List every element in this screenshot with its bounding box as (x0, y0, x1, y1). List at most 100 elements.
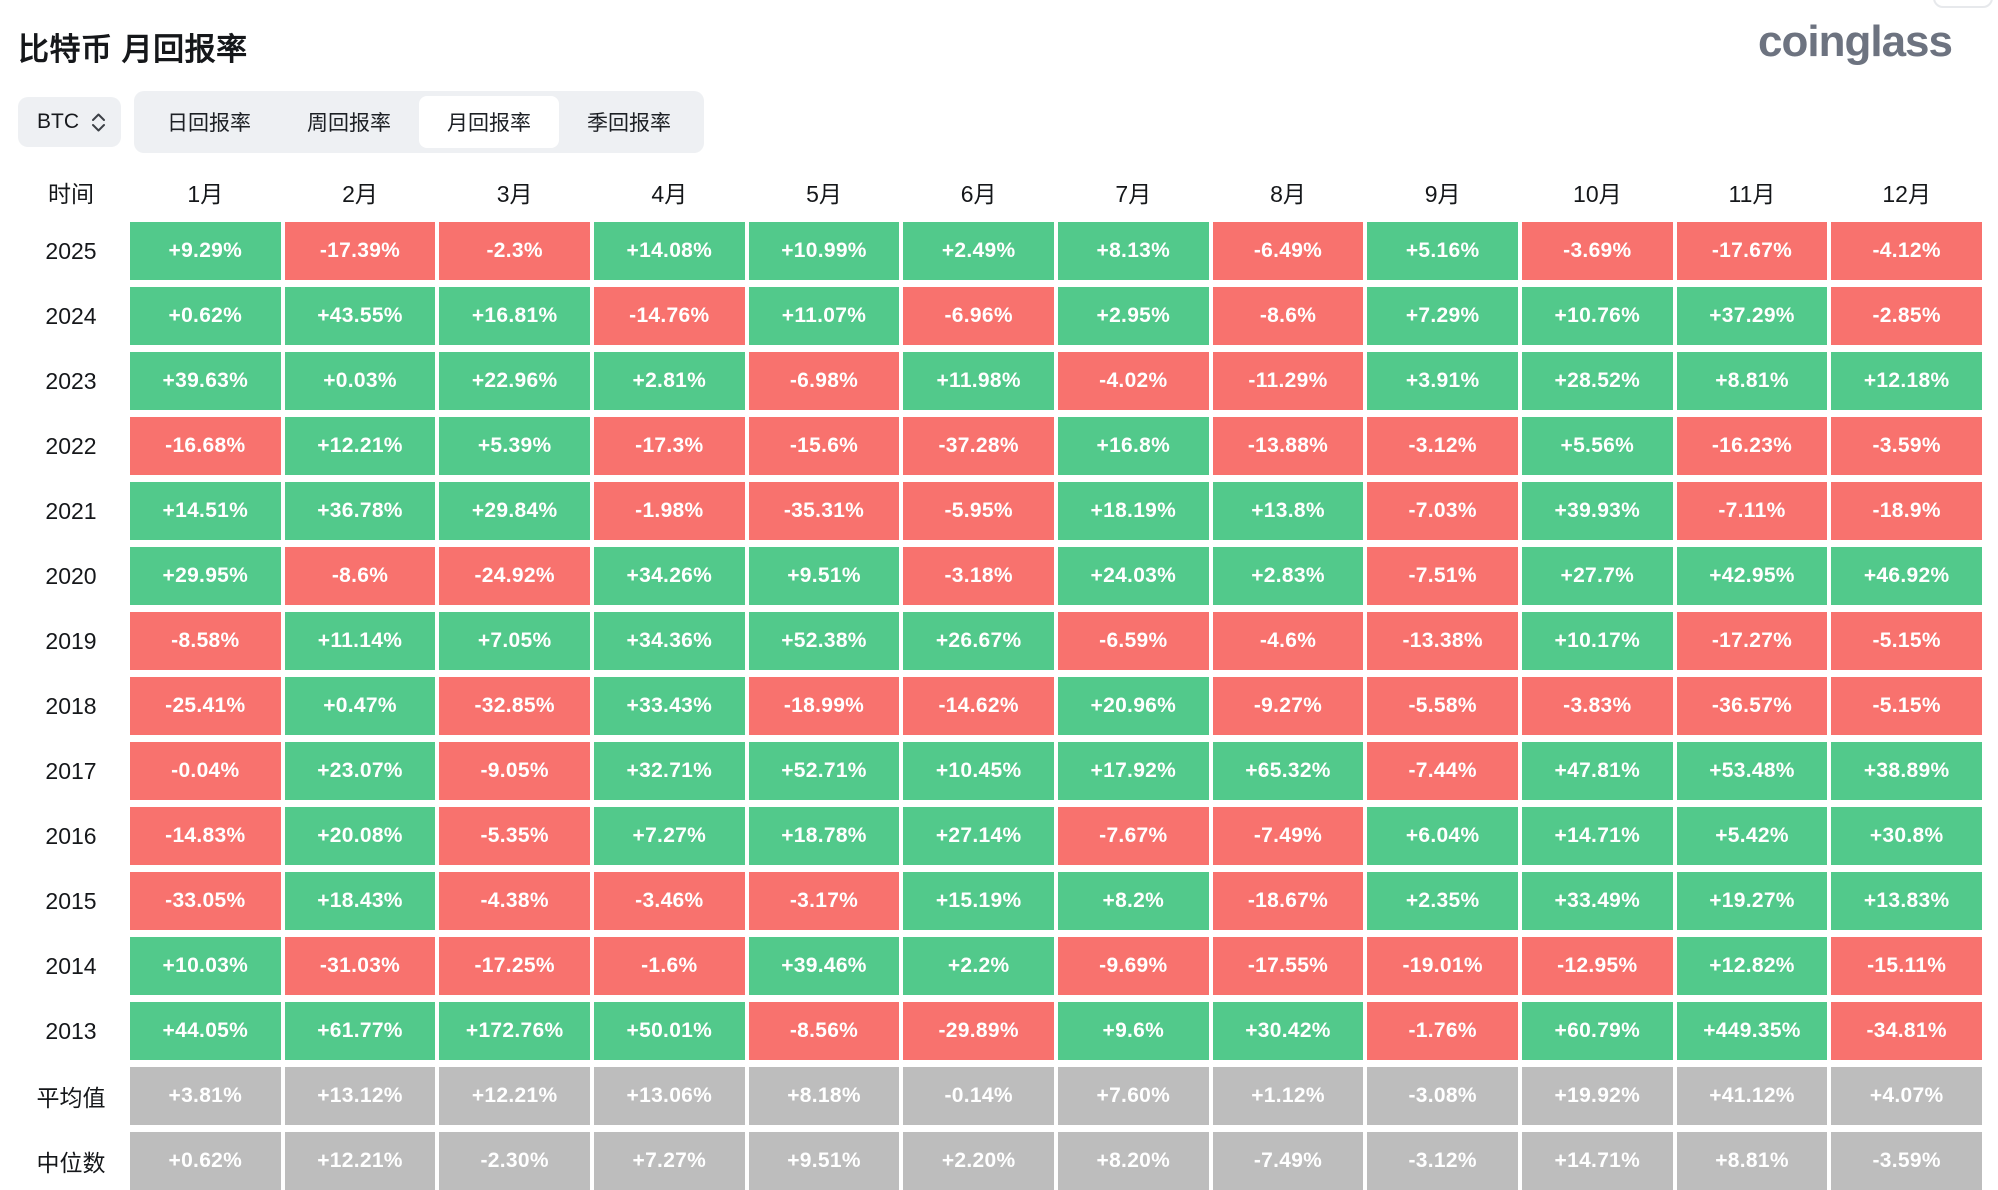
return-cell: -1.98% (594, 482, 745, 540)
return-cell: +14.51% (130, 482, 281, 540)
return-cell: +65.32% (1212, 742, 1364, 800)
return-cell: -8.6% (284, 547, 436, 605)
return-cell: -34.81% (1831, 1002, 1982, 1060)
return-cell: +20.08% (284, 807, 436, 865)
return-cell: +6.04% (1367, 807, 1518, 865)
return-cell: -5.35% (439, 807, 590, 865)
return-cell: +8.18% (748, 1067, 900, 1125)
return-cell: +19.27% (1676, 872, 1828, 930)
return-cell: -3.17% (748, 872, 900, 930)
return-cell: -25.41% (130, 677, 281, 735)
return-cell: +36.78% (284, 482, 436, 540)
return-cell: +5.16% (1367, 222, 1518, 280)
row-label: 中位数 (36, 1150, 106, 1176)
return-cell: +60.79% (1522, 1002, 1673, 1060)
return-cell: -31.03% (284, 937, 436, 995)
return-cell: +50.01% (594, 1002, 745, 1060)
return-cell: -17.55% (1212, 937, 1364, 995)
coin-select[interactable]: BTC (18, 97, 121, 147)
return-cell: +7.27% (594, 1132, 745, 1190)
return-cell: +53.48% (1676, 742, 1828, 800)
return-cell: -6.98% (748, 352, 900, 410)
month-column-header: 6月 (960, 181, 997, 207)
return-cell: +13.8% (1212, 482, 1364, 540)
return-cell: -18.99% (748, 677, 900, 735)
return-cell: -2.85% (1831, 287, 1982, 345)
return-cell: +47.81% (1522, 742, 1673, 800)
return-cell: +27.14% (903, 807, 1054, 865)
tab-2-active[interactable]: 月回报率 (419, 96, 559, 148)
return-cell: +9.6% (1058, 1002, 1209, 1060)
return-cell: +33.49% (1522, 872, 1673, 930)
return-cell: +2.20% (903, 1132, 1054, 1190)
return-cell: -3.59% (1831, 1132, 1982, 1190)
return-cell: -7.67% (1058, 807, 1209, 865)
return-cell: -0.04% (130, 742, 281, 800)
return-cell: +7.27% (594, 807, 745, 865)
return-cell: +4.07% (1831, 1067, 1982, 1125)
return-cell: +23.07% (284, 742, 436, 800)
return-cell: -13.88% (1212, 417, 1364, 475)
return-cell: +29.95% (130, 547, 281, 605)
row-label: 2021 (45, 497, 97, 524)
return-cell: +39.46% (748, 937, 900, 995)
return-cell: -32.85% (439, 677, 590, 735)
tab-3[interactable]: 季回报率 (587, 112, 671, 135)
return-cell: +2.95% (1058, 287, 1209, 345)
return-cell: +3.81% (130, 1067, 281, 1125)
return-cell: -37.28% (903, 417, 1054, 475)
return-cell: -7.44% (1367, 742, 1518, 800)
return-cell: +5.42% (1676, 807, 1828, 865)
return-cell: -7.03% (1367, 482, 1518, 540)
return-cell: -7.11% (1676, 482, 1828, 540)
return-cell: +17.92% (1058, 742, 1209, 800)
return-cell: +34.26% (594, 547, 745, 605)
return-cell: -33.05% (130, 872, 281, 930)
return-cell: +28.52% (1522, 352, 1673, 410)
return-cell: -1.76% (1367, 1002, 1518, 1060)
return-cell: -4.12% (1831, 222, 1982, 280)
return-cell: +5.39% (439, 417, 590, 475)
return-cell: +5.56% (1522, 417, 1673, 475)
month-column-header: 12月 (1882, 181, 1931, 207)
tab-1[interactable]: 周回报率 (307, 112, 391, 135)
return-cell: -9.27% (1212, 677, 1364, 735)
return-cell: +39.63% (130, 352, 281, 410)
return-cell: +3.91% (1367, 352, 1518, 410)
return-cell: +12.21% (284, 417, 436, 475)
return-cell: -5.15% (1831, 612, 1982, 670)
return-cell: -29.89% (903, 1002, 1054, 1060)
return-cell: +52.71% (748, 742, 900, 800)
return-cell: -2.30% (439, 1132, 590, 1190)
row-label: 平均值 (36, 1085, 106, 1111)
tab-0[interactable]: 日回报率 (167, 112, 251, 135)
return-cell: -13.38% (1367, 612, 1518, 670)
return-cell: -36.57% (1676, 677, 1828, 735)
return-cell: -7.49% (1212, 1132, 1364, 1190)
return-cell: -7.51% (1367, 547, 1518, 605)
return-cell: +10.45% (903, 742, 1054, 800)
return-cell: +41.12% (1676, 1067, 1828, 1125)
month-column-header: 10月 (1573, 181, 1622, 207)
return-cell: +12.21% (284, 1132, 436, 1190)
period-tabs: 日回报率 周回报率 月回报率 季回报率 (134, 91, 704, 153)
return-cell: -2.3% (439, 222, 590, 280)
return-cell: -14.76% (594, 287, 745, 345)
return-cell: +7.05% (439, 612, 590, 670)
return-cell: -3.12% (1367, 417, 1518, 475)
chevron-updown-icon (91, 113, 106, 132)
return-cell: -4.02% (1058, 352, 1209, 410)
return-cell: +12.21% (439, 1067, 590, 1125)
return-cell: +7.29% (1367, 287, 1518, 345)
month-column-header: 11月 (1728, 181, 1776, 207)
return-cell: -3.69% (1522, 222, 1673, 280)
return-cell: -18.9% (1831, 482, 1982, 540)
return-cell: -6.96% (903, 287, 1054, 345)
return-cell: +18.19% (1058, 482, 1209, 540)
return-cell: +15.19% (903, 872, 1054, 930)
row-label: 2017 (45, 757, 97, 784)
return-cell: +44.05% (130, 1002, 281, 1060)
returns-table-wrap: 时间 1月 2月 3月 4月 5月 6月 7月 8月 9月 10月 11月 12月 2025 +9.29% -… (16, 169, 1982, 1190)
return-cell: +42.95% (1676, 547, 1828, 605)
return-cell: -15.11% (1831, 937, 1982, 995)
